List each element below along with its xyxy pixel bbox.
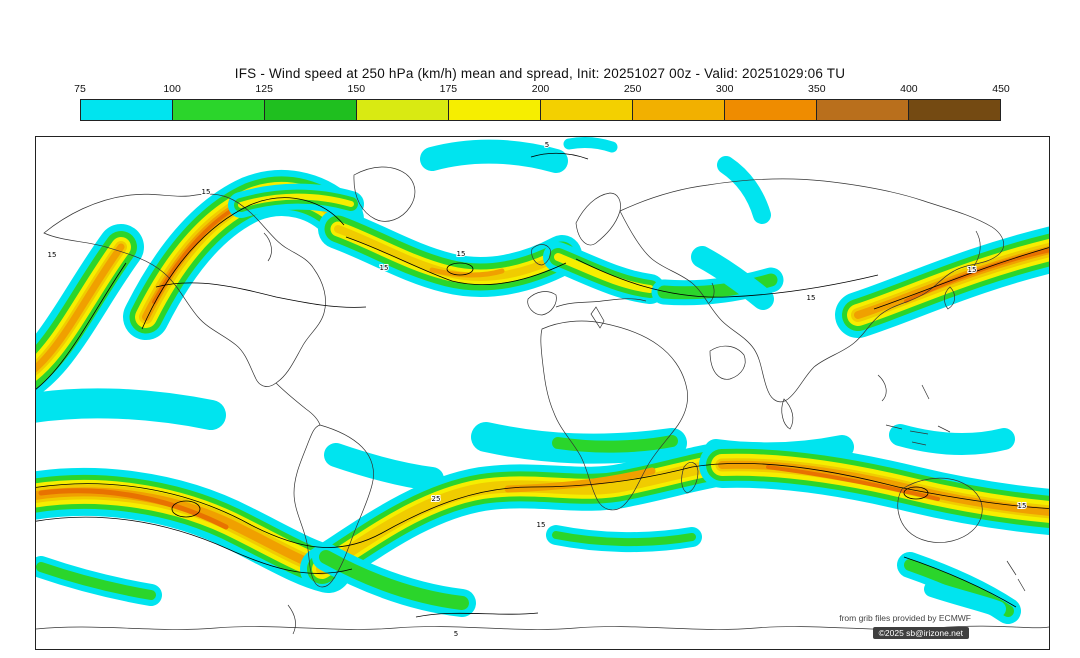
attribution-copyright: ©2025 sb@irizone.net <box>872 627 969 639</box>
coastline-mediterranean <box>555 298 647 308</box>
contour-label: 15 <box>202 188 211 196</box>
coastline-scandinavia <box>575 192 621 246</box>
colorbar-tick: 100 <box>163 83 181 95</box>
wind-band-segment <box>657 273 778 300</box>
colorbar-tick: 150 <box>347 83 366 95</box>
spread-contour <box>155 282 367 308</box>
wind-band-segment <box>766 465 940 501</box>
contour-label: 15 <box>457 250 466 258</box>
coastline-madagascar <box>681 462 699 494</box>
spread-contour <box>36 516 353 574</box>
colorbar-segment <box>265 100 357 120</box>
coastline-italy <box>590 306 605 329</box>
coastline-arabia <box>709 345 746 380</box>
contour-label: 15 <box>380 264 389 272</box>
coastline-north-america <box>43 193 326 387</box>
coastline-kamchatka <box>971 230 981 270</box>
colorbar-tick: 125 <box>255 83 273 95</box>
colorbar: 75 100 125 150 175 200 250 300 350 400 4… <box>74 83 1010 121</box>
coastline-south-america <box>293 424 374 588</box>
spread-contour <box>345 236 567 286</box>
spread-contour-loop <box>446 262 474 276</box>
spread-contour <box>873 247 1049 310</box>
contour-label: 25 <box>432 495 441 503</box>
wind-band-segment <box>717 156 771 224</box>
coastline-japan <box>944 286 955 310</box>
coastline-india <box>781 398 794 430</box>
spread-contour <box>530 153 589 160</box>
wind-band-segment <box>420 139 568 173</box>
wind-band-segment <box>238 193 354 208</box>
colorbar-segment <box>449 100 541 120</box>
spread-contour <box>36 262 127 390</box>
attribution-source: from grib files provided by ECMWF <box>839 613 971 623</box>
coastline-hudson-bay <box>263 232 272 262</box>
coastline-indonesia <box>885 384 951 446</box>
contour-label: 15 <box>48 251 57 259</box>
coastline-iberia <box>527 291 557 316</box>
wind-band-segment <box>324 443 444 491</box>
contour-label: 15 <box>968 266 977 274</box>
spread-contour-layer <box>36 153 1049 618</box>
colorbar-tick: 250 <box>623 83 642 95</box>
chart-title: IFS - Wind speed at 250 hPa (km/h) mean … <box>234 66 846 81</box>
contour-label: 15 <box>537 521 546 529</box>
spread-contour <box>36 462 1049 548</box>
colorbar-tick-labels: 75 100 125 150 175 200 250 300 350 400 4… <box>74 83 1010 97</box>
colorbar-segment <box>633 100 725 120</box>
wind-band-segment <box>563 137 618 153</box>
contour-label: 5 <box>454 630 458 638</box>
colorbar-tick: 300 <box>715 83 734 95</box>
colorbar-scale <box>80 99 1001 121</box>
contour-label: 15 <box>807 294 816 302</box>
contour-label: 15 <box>1018 502 1027 510</box>
wind-band-segment <box>504 467 656 493</box>
wind-band-segment <box>924 581 1006 617</box>
coastline-central-america <box>275 382 321 426</box>
colorbar-segment <box>909 100 1000 120</box>
colorbar-tick: 200 <box>531 83 550 95</box>
coastline-se-asia <box>877 374 887 402</box>
wind-band-segment <box>319 550 469 610</box>
colorbar-tick: 350 <box>808 83 826 95</box>
wind-band-segment <box>36 388 226 430</box>
coastline-uk <box>531 244 551 266</box>
wind-speed-shading-layer <box>36 137 1049 624</box>
spread-contour-loop <box>171 500 201 518</box>
coastline-antarctic-peninsula <box>287 604 296 635</box>
colorbar-segment <box>81 100 173 120</box>
colorbar-segment <box>817 100 909 120</box>
colorbar-tick: 175 <box>439 83 458 95</box>
colorbar-segment <box>357 100 449 120</box>
colorbar-segment <box>173 100 265 120</box>
coastline-caspian <box>708 282 715 304</box>
wind-band-segment <box>429 267 505 278</box>
contour-labels-layer: 15 15 5 15 15 15 15 25 15 15 5 <box>47 140 1028 639</box>
spread-contour <box>415 612 539 618</box>
wind-band-segment <box>36 562 156 600</box>
coastline-greenland <box>353 166 416 222</box>
wind-band-segment <box>889 424 1015 455</box>
spread-contour-loop <box>903 486 929 500</box>
wind-band-segment <box>38 488 229 530</box>
contour-label: 5 <box>545 141 549 149</box>
wind-band-segment <box>552 435 678 453</box>
spread-contour <box>575 258 879 298</box>
spread-contour <box>141 197 345 330</box>
wind-band-segment <box>552 531 696 547</box>
colorbar-tick: 400 <box>900 83 918 95</box>
colorbar-segment <box>725 100 817 120</box>
world-map-svg: 15 15 5 15 15 15 15 25 15 15 5 <box>36 137 1049 639</box>
coastline-africa <box>540 320 688 511</box>
spread-contour <box>903 556 1017 608</box>
wind-band-segment <box>36 243 125 373</box>
coastline-australia <box>897 477 983 543</box>
world-map: 15 15 5 15 15 15 15 25 15 15 5 from grib… <box>35 136 1050 650</box>
wind-band-segment <box>554 253 654 293</box>
coastline-new-zealand <box>1006 560 1026 592</box>
coastline-asia <box>619 178 1005 403</box>
colorbar-tick: 75 <box>74 83 86 95</box>
colorbar-segment <box>541 100 633 120</box>
colorbar-tick: 450 <box>992 83 1010 95</box>
